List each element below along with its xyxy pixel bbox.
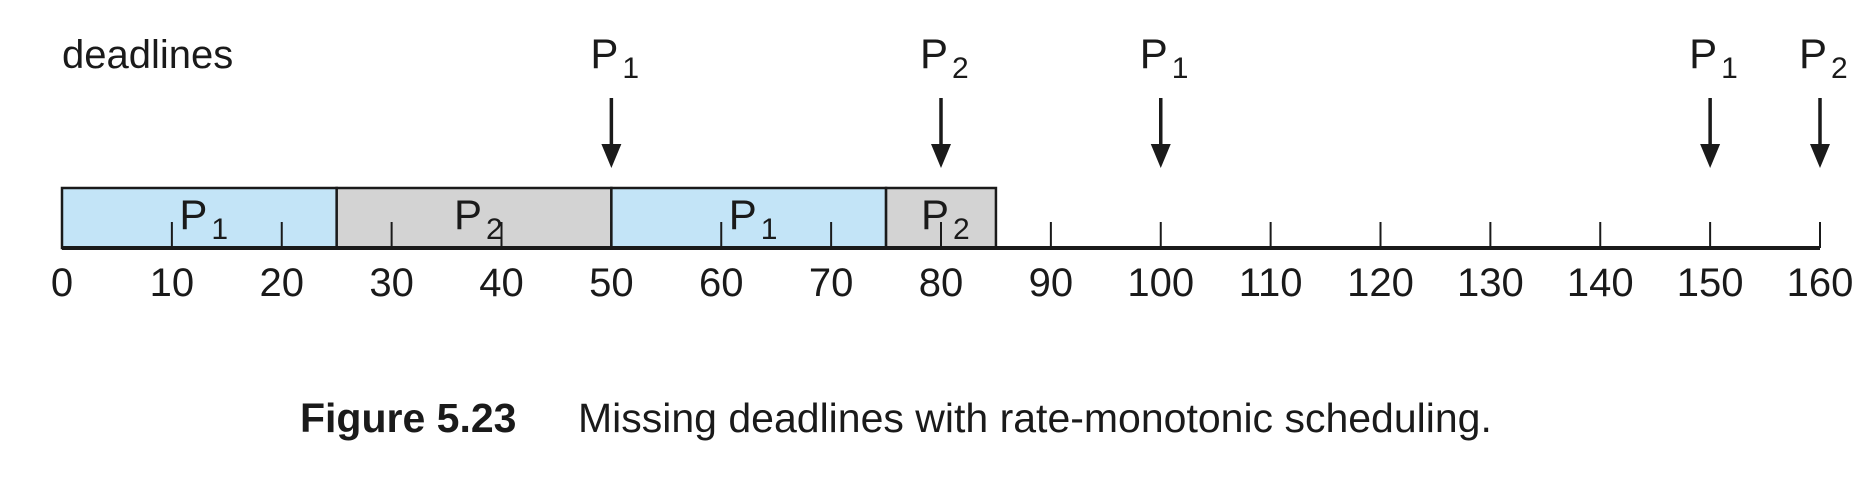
deadline-label-160-0-letter: P: [1799, 30, 1827, 77]
tick-label-20: 20: [260, 261, 305, 305]
deadlines-heading: deadlines: [62, 33, 233, 77]
deadline-label-80-0-sub: 2: [952, 52, 969, 85]
schedule-segments: [60, 186, 998, 250]
axis-ticks: 0 10 20 30 40 50 60 70 80 90 100 110 120 130 140 150 160: [51, 222, 1854, 305]
segment-label-0-sub: 1: [211, 213, 228, 246]
tick-label-10: 10: [150, 261, 195, 305]
tick-label-40: 40: [479, 261, 524, 305]
tick-label-150: 150: [1677, 261, 1744, 305]
tick-label-100: 100: [1127, 261, 1194, 305]
tick-label-80: 80: [919, 261, 964, 305]
tick-label-0: 0: [51, 261, 73, 305]
deadline-label-100-0-sub: 1: [1172, 52, 1189, 85]
tick-label-120: 120: [1347, 261, 1414, 305]
deadline-label-160-0-sub: 2: [1831, 52, 1848, 85]
tick-label-160: 160: [1787, 261, 1854, 305]
deadline-label-80-0-letter: P: [920, 30, 948, 77]
segment-label-3-sub: 2: [953, 213, 970, 246]
deadline-label-100-0-letter: P: [1140, 30, 1168, 77]
segment-p2-25-50: [335, 186, 613, 250]
caption-text: Missing deadlines with rate-monotonic sc…: [578, 395, 1492, 441]
segment-label-2-letter: P: [729, 191, 757, 238]
deadline-label-50-0-letter: P: [590, 30, 618, 77]
tick-label-60: 60: [699, 261, 744, 305]
tick-label-140: 140: [1567, 261, 1634, 305]
tick-label-70: 70: [809, 261, 854, 305]
deadline-arrowhead-100: [1150, 144, 1171, 168]
segment-label-1-letter: P: [454, 191, 482, 238]
segment-p1-0-25: [60, 186, 338, 250]
deadline-label-150-0-letter: P: [1689, 30, 1717, 77]
deadline-label-150-0-sub: 1: [1721, 52, 1738, 85]
segment-label-2-sub: 1: [761, 213, 778, 246]
figure-caption: Figure 5.23 Missing deadlines with rate-…: [300, 395, 1492, 441]
caption-number: Figure 5.23: [300, 395, 516, 441]
segment-label-1-sub: 2: [486, 213, 503, 246]
tick-label-130: 130: [1457, 261, 1524, 305]
deadline-arrowhead-160: [1810, 144, 1830, 168]
tick-label-110: 110: [1239, 261, 1303, 305]
deadline-arrowhead-150: [1700, 144, 1721, 168]
tick-label-30: 30: [369, 261, 414, 305]
tick-label-50: 50: [589, 261, 634, 305]
segment-label-0-letter: P: [179, 191, 207, 238]
deadline-label-50-0-sub: 1: [622, 52, 639, 85]
deadline-arrowhead-80: [931, 144, 951, 168]
deadline-arrowhead-50: [601, 144, 622, 168]
segment-label-3-letter: P: [921, 191, 949, 238]
tick-label-90: 90: [1029, 261, 1074, 305]
